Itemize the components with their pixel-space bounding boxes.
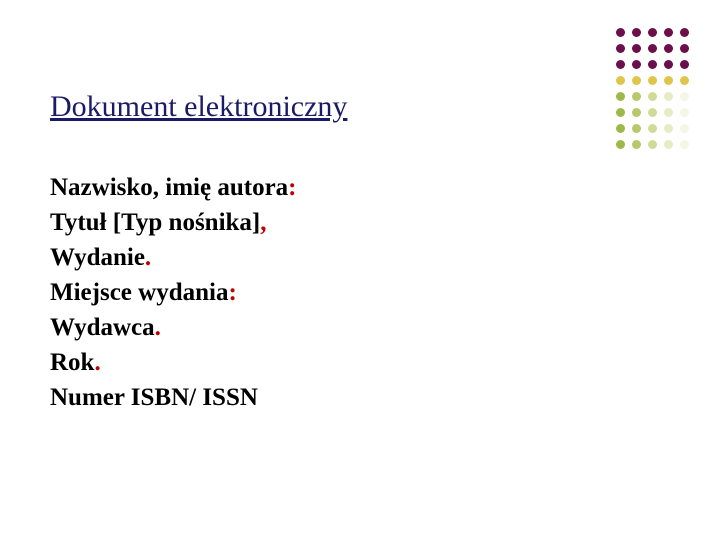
body-text: Nazwisko, imię autora: Tytuł [Typ nośnik… (50, 170, 297, 415)
decor-dot (632, 60, 641, 69)
decor-dot (680, 140, 689, 149)
line-edition: Wydanie. (50, 240, 297, 275)
line-edition-text: Wydanie (50, 244, 145, 271)
decor-dot (680, 92, 689, 101)
decor-dot (680, 28, 689, 37)
slide-title: Dokument elektroniczny (50, 90, 347, 124)
line-publisher-text: Wydawca (50, 314, 155, 341)
decor-dot (680, 76, 689, 85)
decor-dot (664, 44, 673, 53)
line-year-text: Rok (50, 349, 94, 376)
decor-dot (680, 60, 689, 69)
decor-dot (616, 76, 625, 85)
decor-dot (616, 124, 625, 133)
slide: Dokument elektroniczny Nazwisko, imię au… (0, 0, 720, 540)
line-author-sep: : (288, 174, 296, 201)
line-place-sep: : (228, 279, 236, 306)
decor-dot (648, 140, 657, 149)
line-year: Rok. (50, 345, 297, 380)
decor-dot (616, 44, 625, 53)
line-publisher: Wydawca. (50, 310, 297, 345)
decor-dot (680, 124, 689, 133)
decor-dot (616, 60, 625, 69)
decor-dot (648, 60, 657, 69)
decor-dot (648, 28, 657, 37)
decor-dot (616, 28, 625, 37)
decor-dot (648, 44, 657, 53)
decor-dot (616, 92, 625, 101)
decor-dot (632, 124, 641, 133)
decor-dot (664, 124, 673, 133)
decor-dot (680, 44, 689, 53)
decor-dot (664, 60, 673, 69)
decor-dot (632, 44, 641, 53)
decor-dot (632, 76, 641, 85)
line-author: Nazwisko, imię autora: (50, 170, 297, 205)
line-edition-sep: . (145, 244, 151, 271)
line-place: Miejsce wydania: (50, 275, 297, 310)
decor-dot (616, 140, 625, 149)
line-isbn: Numer ISBN/ ISSN (50, 380, 297, 415)
decor-dot (664, 108, 673, 117)
decor-dot (680, 108, 689, 117)
decor-dot (648, 124, 657, 133)
decor-dot (664, 92, 673, 101)
line-title-text: Tytuł [Typ nośnika] (50, 209, 260, 236)
line-place-text: Miejsce wydania (50, 279, 228, 306)
line-publisher-sep: . (155, 314, 161, 341)
decor-dot (648, 108, 657, 117)
decor-dot-grid (616, 28, 692, 152)
decor-dot (632, 108, 641, 117)
decor-dot (632, 140, 641, 149)
decor-dot (664, 28, 673, 37)
decor-dot (664, 140, 673, 149)
decor-dot (616, 108, 625, 117)
decor-dot (632, 28, 641, 37)
line-author-text: Nazwisko, imię autora (50, 174, 288, 201)
line-title: Tytuł [Typ nośnika], (50, 205, 297, 240)
line-title-sep: , (260, 209, 266, 236)
decor-dot (648, 76, 657, 85)
line-year-sep: . (94, 349, 100, 376)
decor-dot (648, 92, 657, 101)
decor-dot (632, 92, 641, 101)
decor-dot (664, 76, 673, 85)
